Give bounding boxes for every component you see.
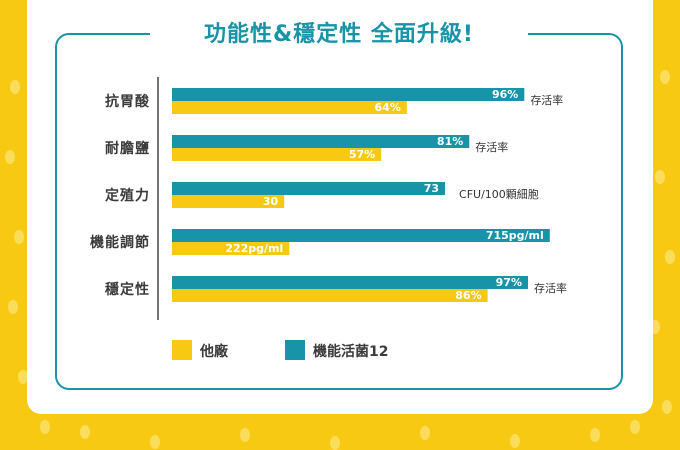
- bar-primary: [172, 182, 446, 195]
- background-dot: [655, 170, 665, 184]
- background-dot: [420, 426, 430, 440]
- bar-competitor: [172, 289, 488, 302]
- background-dot: [650, 320, 660, 334]
- background-dot: [630, 420, 640, 434]
- value-label-competitor: 57%: [349, 148, 375, 161]
- background-dot: [510, 434, 520, 448]
- category-label: 機能調節: [90, 234, 150, 251]
- bar-competitor: [172, 148, 382, 161]
- unit-note: 存活率: [530, 93, 563, 107]
- background-dot: [662, 400, 672, 414]
- value-label-primary: 97%: [496, 276, 522, 289]
- content-card: [27, 0, 653, 414]
- background-dot: [660, 70, 670, 84]
- background-dot: [240, 428, 250, 442]
- legend-label: 他廠: [199, 343, 229, 360]
- category-label: 抗胃酸: [105, 93, 150, 110]
- value-label-competitor: 64%: [375, 101, 401, 114]
- value-label-primary: 81%: [437, 135, 463, 148]
- legend-swatch: [172, 340, 192, 360]
- bar-primary: [172, 229, 550, 242]
- background-dot: [5, 150, 15, 164]
- value-label-competitor: 86%: [455, 289, 481, 302]
- background-dot: [10, 80, 20, 94]
- value-label-primary: 96%: [492, 88, 518, 101]
- unit-note: 存活率: [534, 281, 567, 295]
- category-label: 穩定性: [105, 281, 150, 298]
- unit-note: 存活率: [475, 140, 508, 154]
- bar-primary: [172, 276, 528, 289]
- bar-competitor: [172, 195, 285, 208]
- bar-primary: [172, 88, 525, 101]
- background-dot: [80, 425, 90, 439]
- background-dot: [14, 230, 24, 244]
- bar-competitor: [172, 242, 290, 255]
- legend-swatch: [285, 340, 305, 360]
- chart-title: 功能性&穩定性 全面升級!: [150, 17, 528, 53]
- background-dot: [330, 436, 340, 450]
- bar-primary: [172, 135, 470, 148]
- value-label-primary: 715pg/ml: [486, 229, 544, 242]
- background-dot: [40, 420, 50, 434]
- bar-competitor: [172, 101, 407, 114]
- category-label: 定殖力: [105, 187, 150, 204]
- value-label-competitor: 30: [263, 195, 279, 208]
- background-dot: [665, 250, 675, 264]
- value-label-competitor: 222pg/ml: [225, 242, 283, 255]
- legend-label: 機能活菌12: [313, 343, 388, 360]
- background-dot: [150, 435, 160, 449]
- value-label-primary: 73: [424, 182, 439, 195]
- background-dot: [8, 300, 18, 314]
- unit-note: CFU/100顆細胞: [459, 188, 539, 201]
- category-label: 耐膽鹽: [105, 140, 150, 157]
- background-dot: [590, 428, 600, 442]
- background-dot: [18, 370, 28, 384]
